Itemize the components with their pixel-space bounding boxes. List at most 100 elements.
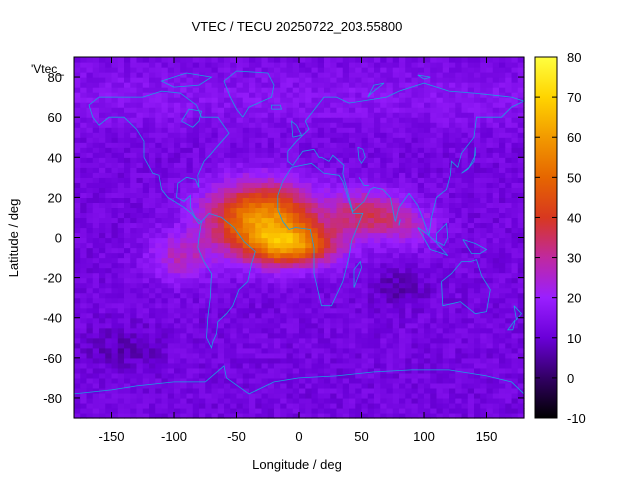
heat-cell <box>217 117 225 123</box>
heat-cell <box>499 182 506 188</box>
heat-cell <box>436 247 444 254</box>
heat-cell <box>230 157 238 163</box>
heat-cell <box>117 167 125 173</box>
heat-cell <box>461 92 469 98</box>
heat-cell <box>249 187 256 193</box>
heat-cell <box>455 282 463 289</box>
heat-cell <box>124 347 131 354</box>
heat-cell <box>192 377 200 384</box>
heat-cell <box>474 122 481 128</box>
heat-cell <box>317 237 325 244</box>
heat-cell <box>286 372 294 379</box>
heat-cell <box>330 332 338 339</box>
heat-cell <box>317 397 325 404</box>
heat-cell <box>374 107 381 113</box>
heat-cell <box>230 392 238 399</box>
heat-cell <box>230 402 238 409</box>
heat-cell <box>499 387 506 394</box>
heat-cell <box>361 112 369 118</box>
heat-cell <box>430 172 438 178</box>
heat-cell <box>192 302 200 309</box>
heat-cell <box>355 167 363 173</box>
heat-cell <box>474 352 481 359</box>
heat-cell <box>449 287 456 294</box>
heat-cell <box>517 282 525 289</box>
heat-cell <box>161 232 169 239</box>
heat-cell <box>230 262 238 269</box>
heat-cell <box>467 72 475 78</box>
heat-cell <box>486 217 494 224</box>
heat-cell <box>167 182 175 188</box>
heat-cell <box>367 232 375 239</box>
heat-cell <box>292 397 300 404</box>
heat-cell <box>211 227 219 234</box>
heat-cell <box>199 392 206 399</box>
heat-cell <box>449 167 456 173</box>
heat-cell <box>355 347 363 354</box>
heat-cell <box>511 77 519 83</box>
heat-cell <box>161 127 169 133</box>
heat-cell <box>430 252 438 259</box>
heat-cell <box>492 402 500 409</box>
heat-cell <box>405 297 413 304</box>
heat-cell <box>105 252 113 259</box>
heat-cell <box>467 222 475 229</box>
heat-cell <box>342 307 350 314</box>
heat-cell <box>142 267 150 274</box>
heat-cell <box>167 237 175 244</box>
heat-cell <box>130 217 138 224</box>
heat-cell <box>142 177 150 183</box>
heat-cell <box>305 277 313 284</box>
heat-cell <box>411 177 419 183</box>
heat-cell <box>261 262 269 269</box>
heat-cell <box>424 187 431 193</box>
heat-cell <box>292 192 300 198</box>
heat-cell <box>80 257 88 264</box>
heat-cell <box>511 247 519 254</box>
heat-cell <box>161 407 169 414</box>
heat-cell <box>111 132 119 138</box>
heat-cell <box>386 357 394 364</box>
heat-cell <box>161 102 169 108</box>
heat-cell <box>167 297 175 304</box>
heat-cell <box>217 227 225 234</box>
heat-cell <box>242 122 250 128</box>
heat-cell <box>455 392 463 399</box>
heat-cell <box>74 112 81 118</box>
heat-cell <box>430 137 438 143</box>
heat-cell <box>336 262 344 269</box>
heat-cell <box>99 317 106 324</box>
heat-cell <box>149 237 156 244</box>
heat-cell <box>361 337 369 344</box>
heat-cell <box>192 197 200 203</box>
heat-cell <box>417 387 425 394</box>
heat-cell <box>399 317 406 324</box>
heat-cell <box>455 297 463 304</box>
heat-cell <box>205 237 213 244</box>
heat-cell <box>411 257 419 264</box>
heat-cell <box>474 227 481 234</box>
heat-cell <box>217 187 225 193</box>
heat-cell <box>255 252 263 259</box>
heat-cell <box>361 172 369 178</box>
heat-cell <box>299 117 306 123</box>
heat-cell <box>480 247 488 254</box>
heat-cell <box>361 82 369 88</box>
heat-cell <box>474 267 481 274</box>
heat-cell <box>330 142 338 148</box>
heat-cell <box>311 192 319 198</box>
heat-cell <box>217 212 225 219</box>
heat-cell <box>461 112 469 118</box>
heat-cell <box>130 292 138 299</box>
heat-cell <box>142 87 150 93</box>
heat-cell <box>430 187 438 193</box>
heat-cell <box>99 162 106 168</box>
heat-cell <box>230 367 238 374</box>
heat-cell <box>92 177 100 183</box>
heat-cell <box>217 287 225 294</box>
heat-cell <box>105 112 113 118</box>
heat-cell <box>355 212 363 219</box>
heat-cell <box>224 72 231 78</box>
heat-cell <box>130 207 138 214</box>
heat-cell <box>424 302 431 309</box>
